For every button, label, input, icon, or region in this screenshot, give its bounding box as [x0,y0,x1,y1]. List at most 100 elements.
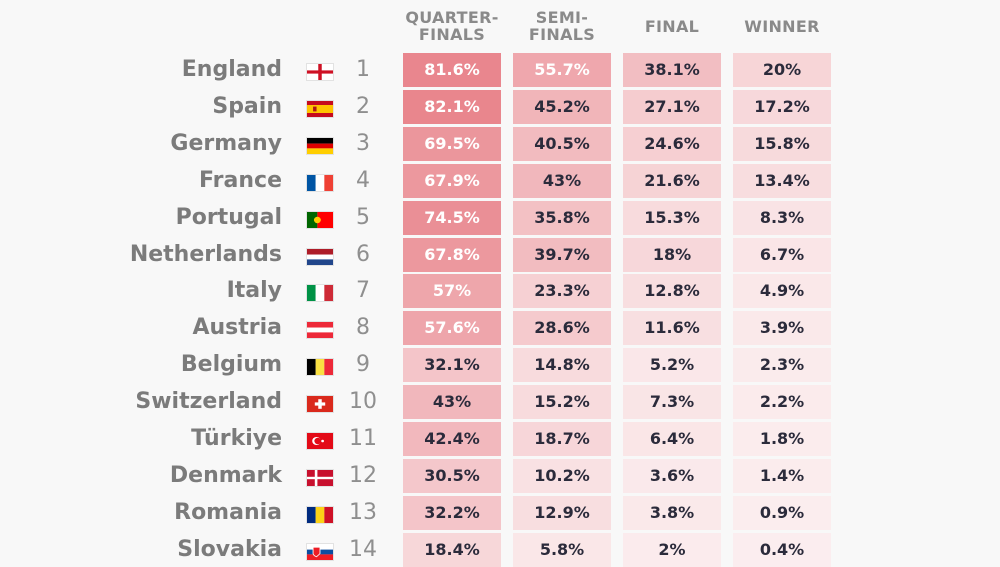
probability-cell: 1.8% [733,422,831,456]
probability-cell: 28.6% [513,311,611,346]
probability-cell: 32.2% [403,495,501,530]
probability-cell: 23.3% [513,274,611,309]
team-name: Germany [170,130,282,156]
probability-cell: 38.1% [623,53,721,87]
probability-cell: 3.6% [623,458,721,493]
table-row: Germany 3 69.5% 40.5% 24.6% 15.8% [0,126,1000,161]
probability-cell: 0.4% [733,532,831,567]
probability-cell: 14.8% [513,348,611,383]
table-row: Türkiye 11 42.4% 18.7% 6.4% 1.8% [0,422,1000,456]
table-row: France 4 67.9% 43% 21.6% 13.4% [0,163,1000,198]
probability-cell: 20% [733,53,831,87]
probability-cell: 45.2% [513,89,611,124]
probability-cell: 1.4% [733,458,831,493]
slovakia-flag [306,542,334,561]
rank-number: 6 [356,241,370,267]
italy-flag [306,284,334,303]
team-name: England [181,57,282,82]
team-name: Slovakia [177,536,282,562]
rank-number: 9 [356,352,370,378]
probability-cell: 4.9% [733,274,831,309]
probability-cell: 6.7% [733,237,831,272]
probability-cell: 2% [623,532,721,567]
spain-flag [306,99,334,118]
team-name: France [199,167,282,193]
probability-cell: 13.4% [733,163,831,198]
table-row: Italy 7 57% 23.3% 12.8% 4.9% [0,274,1000,309]
rank-number: 13 [349,499,377,525]
probability-cell: 82.1% [403,89,501,124]
rank-number: 5 [356,204,370,230]
probability-cell: 8.3% [733,200,831,235]
probability-cell: 11.6% [623,311,721,346]
team-name: Netherlands [129,241,282,267]
probability-cell: 3.9% [733,311,831,346]
rank-number: 7 [356,278,370,304]
probability-cell: 40.5% [513,126,611,161]
probability-cell: 3.8% [623,495,721,530]
team-name: Italy [226,278,282,304]
probability-cell: 18.7% [513,422,611,456]
probability-cell: 15.2% [513,385,611,420]
france-flag [306,173,334,192]
probability-cell: 15.8% [733,126,831,161]
rank-number: 1 [356,57,370,82]
probability-cell: 7.3% [623,385,721,420]
probability-cell: 21.6% [623,163,721,198]
rank-number: 4 [356,167,370,193]
austria-flag [306,321,334,340]
denmark-flag [306,468,334,487]
probability-cell: 15.3% [623,200,721,235]
team-name: Denmark [169,462,282,488]
probability-cell: 12.8% [623,274,721,309]
probability-cell: 81.6% [403,53,501,87]
england-flag [306,63,334,81]
table-row: Slovakia 14 18.4% 5.8% 2% 0.4% [0,532,1000,567]
rank-number: 2 [356,93,370,119]
netherlands-flag [306,247,334,266]
probability-cell: 12.9% [513,495,611,530]
column-header: SEMI- FINALS [528,8,596,44]
column-header: QUARTER- FINALS [405,8,499,44]
belgium-flag [306,358,334,377]
probability-cell: 6.4% [623,422,721,456]
probability-cell: 5.8% [513,532,611,567]
probability-cell: 17.2% [733,89,831,124]
switzerland-flag [306,395,334,414]
rank-number: 3 [356,130,370,156]
probability-cell: 57.6% [403,311,501,346]
probability-cell: 5.2% [623,348,721,383]
probability-cell: 67.8% [403,237,501,272]
probability-cell: 18% [623,237,721,272]
rank-number: 8 [356,315,370,341]
table-row: Portugal 5 74.5% 35.8% 15.3% 8.3% [0,200,1000,235]
team-name: Austria [192,315,282,341]
table-row: Netherlands 6 67.8% 39.7% 18% 6.7% [0,237,1000,272]
team-name: Romania [174,499,282,525]
probability-cell: 0.9% [733,495,831,530]
probability-cell: 67.9% [403,163,501,198]
rank-number: 14 [349,536,377,562]
probability-cell: 10.2% [513,458,611,493]
table-row: Romania 13 32.2% 12.9% 3.8% 0.9% [0,495,1000,530]
column-header: WINNER [744,16,820,36]
team-name: Spain [212,93,282,119]
table-row: England 1 81.6% 55.7% 38.1% 20% [0,53,1000,87]
team-name: Portugal [175,204,282,230]
rank-number: 11 [349,426,377,451]
team-name: Türkiye [191,426,282,451]
table-row: Denmark 12 30.5% 10.2% 3.6% 1.4% [0,458,1000,493]
rank-number: 12 [349,462,377,488]
probability-cell: 27.1% [623,89,721,124]
probability-cell: 24.6% [623,126,721,161]
table-row: Switzerland 10 43% 15.2% 7.3% 2.2% [0,385,1000,420]
probability-cell: 18.4% [403,532,501,567]
probability-cell: 57% [403,274,501,309]
team-name: Belgium [180,352,282,378]
probability-cell: 42.4% [403,422,501,456]
probability-cell: 69.5% [403,126,501,161]
rank-number: 10 [349,389,377,415]
germany-flag [306,136,334,155]
column-header: FINAL [644,16,700,36]
